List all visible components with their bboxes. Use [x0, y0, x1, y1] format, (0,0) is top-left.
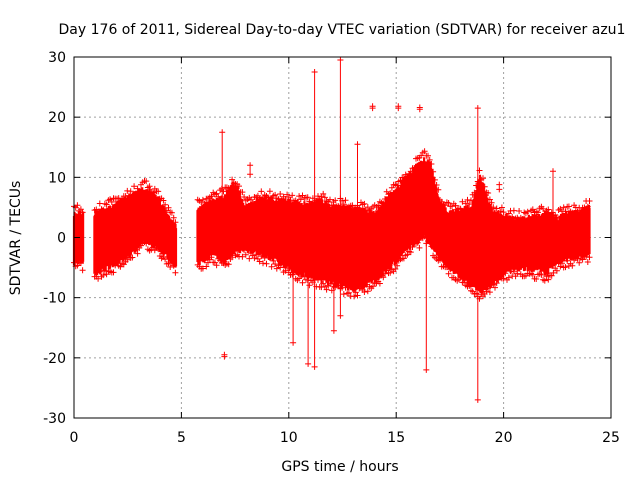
data-spike	[369, 103, 376, 112]
data-spike	[354, 141, 361, 211]
data-spike	[311, 69, 318, 370]
x-tick-label: 5	[177, 430, 186, 446]
x-axis-label: GPS time / hours	[281, 459, 398, 475]
chart-title: Day 176 of 2011, Sidereal Day-to-day VTE…	[59, 22, 626, 38]
y-tick-label: -30	[43, 411, 66, 427]
y-tick-label: -10	[43, 291, 66, 307]
x-tick-label: 20	[495, 430, 513, 446]
x-tick-label: 15	[387, 430, 405, 446]
x-tick-label: 10	[280, 430, 298, 446]
data-spike	[474, 105, 481, 403]
data-spike	[416, 104, 423, 113]
x-tick-label: 25	[602, 430, 620, 446]
y-tick-label: 0	[57, 231, 66, 247]
data-spike	[290, 204, 297, 346]
tick-labels: 0 5 10 15 20 25 -30 -20 -10 0 10 20 30	[43, 50, 620, 446]
data-spike	[219, 129, 226, 241]
data-spike	[305, 216, 312, 367]
data-spike	[330, 210, 337, 334]
data-spike	[337, 57, 344, 319]
data-spike	[550, 168, 556, 253]
data-spike	[496, 181, 503, 193]
data-spike	[423, 162, 430, 373]
data-points	[71, 57, 593, 403]
data-band	[72, 157, 591, 294]
x-tick-label: 0	[70, 430, 79, 446]
y-tick-label: -20	[43, 351, 66, 367]
data-spike	[247, 162, 254, 178]
axis-ticks	[73, 56, 612, 419]
y-tick-label: 30	[48, 50, 66, 66]
y-axis-label: SDTVAR / TECUs	[8, 181, 24, 296]
y-tick-label: 20	[48, 110, 66, 126]
y-tick-label: 10	[48, 170, 66, 186]
data-spike	[221, 351, 228, 360]
data-spike	[395, 103, 402, 112]
